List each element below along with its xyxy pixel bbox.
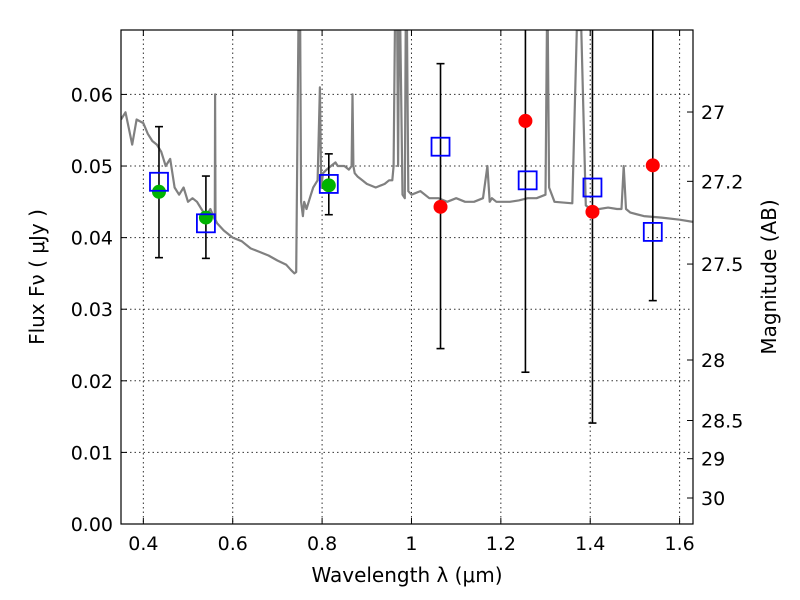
right-tick-label: 27.2 bbox=[701, 171, 743, 193]
photometry-point-green bbox=[198, 210, 213, 225]
y-axis-label-left: Flux Fν ( μJy ) bbox=[25, 209, 49, 345]
y-tick-label: 0.02 bbox=[71, 371, 113, 393]
model-spectrum-line bbox=[121, 30, 693, 275]
photometry-point-green bbox=[151, 184, 166, 199]
y-tick-label: 0.01 bbox=[71, 442, 113, 464]
photometry-point-red bbox=[645, 158, 660, 173]
model-square-marker bbox=[430, 136, 451, 157]
y-tick-label: 0.00 bbox=[71, 514, 113, 536]
x-tick-label: 1.4 bbox=[575, 533, 605, 555]
marker-layer bbox=[149, 113, 663, 242]
photometry-point-green bbox=[321, 178, 336, 193]
right-tick-label: 28.5 bbox=[701, 411, 743, 433]
x-tick-label: 0.6 bbox=[218, 533, 248, 555]
model-square-marker bbox=[196, 213, 216, 234]
tick-layer bbox=[121, 30, 693, 525]
x-tick-label: 0.8 bbox=[307, 533, 337, 555]
model-square-marker bbox=[582, 177, 603, 198]
x-tick-label: 1.6 bbox=[664, 533, 694, 555]
model-square-marker bbox=[642, 221, 663, 242]
photometry-point-red bbox=[518, 113, 533, 128]
model-square-marker bbox=[517, 170, 538, 191]
x-axis-label: Wavelength λ (μm) bbox=[311, 563, 502, 587]
photometry-point-red bbox=[433, 199, 448, 214]
y-tick-label: 0.03 bbox=[71, 299, 113, 321]
plot-frame bbox=[120, 29, 694, 525]
model-square-marker bbox=[318, 174, 339, 194]
model-square-marker bbox=[149, 171, 169, 192]
photometry-point-red bbox=[585, 204, 600, 219]
label-layer: 0.4 0.6 0.8 1 1.2 1.4 1.6 0.00 0.01 0.02 0.03 0.04 0… bbox=[71, 84, 744, 555]
x-tick-label: 0.4 bbox=[128, 533, 158, 555]
x-tick-label: 1 bbox=[405, 533, 417, 555]
y-tick-label: 0.05 bbox=[71, 156, 113, 178]
right-tick-label: 29 bbox=[701, 449, 725, 471]
x-tick-label: 1.2 bbox=[486, 533, 516, 555]
right-tick-label: 30 bbox=[701, 488, 725, 510]
spectrum-layer bbox=[121, 30, 693, 275]
y-tick-label: 0.04 bbox=[71, 228, 113, 250]
right-tick-label: 27.5 bbox=[701, 254, 743, 276]
y-axis-label-right: Magnitude (AB) bbox=[757, 199, 781, 354]
right-tick-label: 28 bbox=[701, 350, 725, 372]
y-tick-label: 0.06 bbox=[71, 84, 113, 106]
right-tick-label: 27 bbox=[701, 102, 725, 124]
